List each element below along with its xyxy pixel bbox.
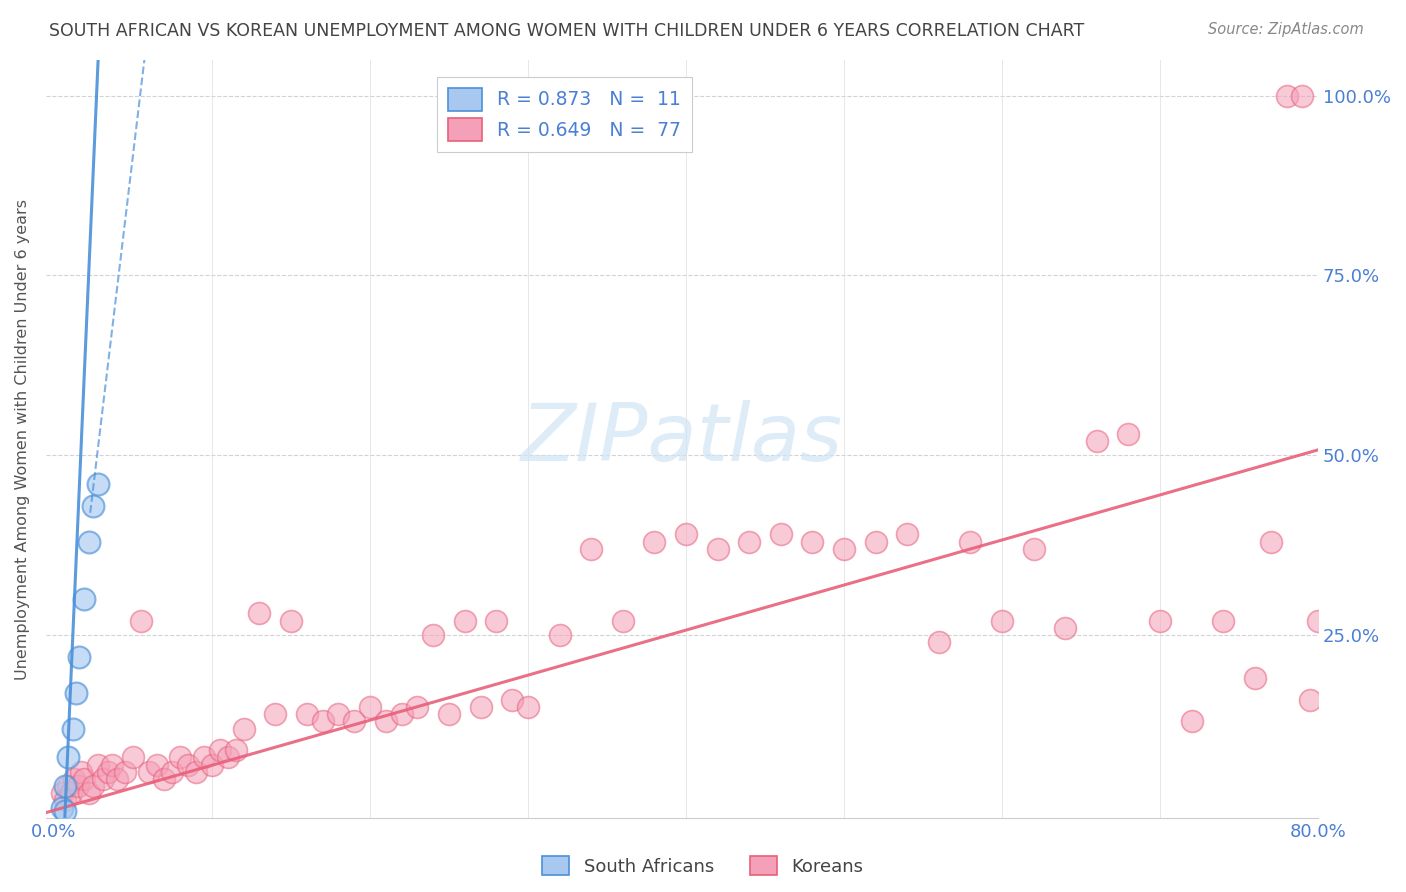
Point [517, 700, 540, 714]
Point [129, 614, 152, 628]
Point [63, 772, 86, 786]
Point [65, 685, 87, 699]
Point [97, 764, 120, 779]
Point [73, 772, 96, 786]
Point [865, 534, 887, 549]
Point [1299, 693, 1322, 707]
Point [374, 714, 396, 729]
Point [60, 786, 83, 800]
Point [153, 772, 176, 786]
Point [53, 804, 76, 818]
Point [217, 750, 239, 764]
Legend: South Africans, Koreans: South Africans, Koreans [536, 849, 870, 883]
Point [1022, 541, 1045, 556]
Point [177, 757, 200, 772]
Point [114, 764, 136, 779]
Point [101, 757, 124, 772]
Point [138, 764, 160, 779]
Point [53, 793, 76, 807]
Point [193, 750, 215, 764]
Point [145, 757, 167, 772]
Point [485, 614, 508, 628]
Point [311, 714, 333, 729]
Point [675, 527, 697, 541]
Point [406, 700, 429, 714]
Point [184, 764, 207, 779]
Point [56, 750, 79, 764]
Point [62, 722, 84, 736]
Point [51, 786, 73, 800]
Point [706, 541, 728, 556]
Point [280, 614, 302, 628]
Point [1244, 671, 1267, 685]
Point [959, 534, 981, 549]
Point [82, 499, 104, 513]
Point [359, 700, 381, 714]
Point [67, 649, 90, 664]
Point [87, 757, 110, 772]
Point [769, 527, 792, 541]
Point [1275, 88, 1298, 103]
Point [454, 614, 477, 628]
Point [66, 779, 89, 793]
Point [1054, 621, 1077, 635]
Point [738, 534, 761, 549]
Y-axis label: Unemployment Among Women with Children Under 6 years: Unemployment Among Women with Children U… [15, 199, 30, 680]
Point [501, 693, 523, 707]
Point [91, 772, 114, 786]
Point [343, 714, 366, 729]
Point [328, 707, 350, 722]
Point [928, 635, 950, 649]
Point [122, 750, 145, 764]
Point [548, 628, 571, 642]
Point [1212, 614, 1234, 628]
Point [1291, 88, 1313, 103]
Point [82, 779, 104, 793]
Point [73, 592, 96, 607]
Point [470, 700, 492, 714]
Text: Source: ZipAtlas.com: Source: ZipAtlas.com [1208, 22, 1364, 37]
Point [51, 800, 73, 814]
Point [201, 757, 224, 772]
Point [391, 707, 413, 722]
Point [643, 534, 665, 549]
Point [77, 786, 100, 800]
Point [53, 779, 76, 793]
Point [1308, 614, 1330, 628]
Point [1181, 714, 1204, 729]
Point [1260, 534, 1282, 549]
Point [295, 707, 318, 722]
Point [105, 772, 128, 786]
Point [162, 764, 184, 779]
Point [225, 743, 247, 757]
Legend: R = 0.873   N =  11, R = 0.649   N =  77: R = 0.873 N = 11, R = 0.649 N = 77 [437, 77, 692, 153]
Point [612, 614, 634, 628]
Text: ZIPatlas: ZIPatlas [522, 400, 844, 478]
Point [579, 541, 602, 556]
Point [1149, 614, 1171, 628]
Point [1118, 426, 1140, 441]
Point [169, 750, 191, 764]
Point [232, 722, 254, 736]
Text: SOUTH AFRICAN VS KOREAN UNEMPLOYMENT AMONG WOMEN WITH CHILDREN UNDER 6 YEARS COR: SOUTH AFRICAN VS KOREAN UNEMPLOYMENT AMO… [49, 22, 1084, 40]
Point [264, 707, 287, 722]
Point [832, 541, 855, 556]
Point [87, 477, 110, 491]
Point [422, 628, 444, 642]
Point [208, 743, 231, 757]
Point [801, 534, 824, 549]
Point [1085, 434, 1108, 448]
Point [69, 764, 91, 779]
Point [991, 614, 1014, 628]
Point [896, 527, 918, 541]
Point [56, 779, 79, 793]
Point [437, 707, 460, 722]
Point [77, 534, 100, 549]
Point [247, 607, 270, 621]
